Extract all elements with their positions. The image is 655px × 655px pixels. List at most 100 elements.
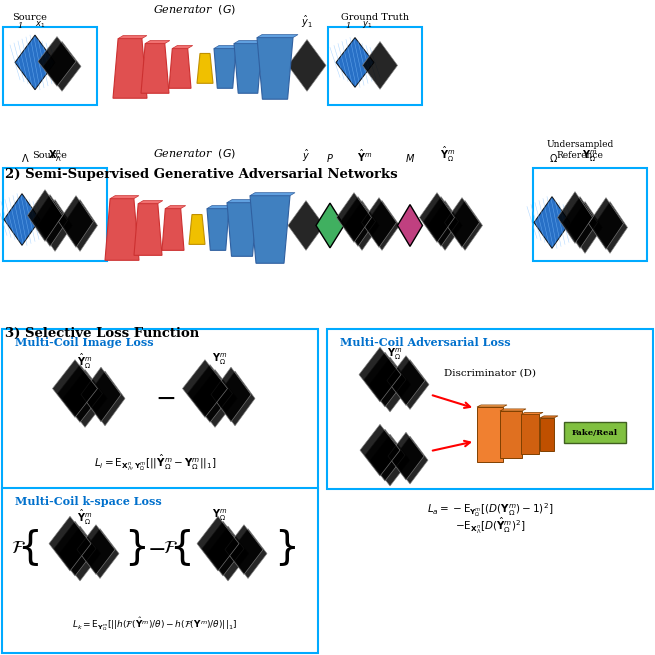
Polygon shape [588, 198, 624, 250]
FancyBboxPatch shape [564, 422, 626, 443]
Text: $L_a = -\mathrm{E}_{\mathbf{Y}_\Omega^m}[(D(\mathbf{Y}_\Omega^m)-1)^2]$: $L_a = -\mathrm{E}_{\mathbf{Y}_\Omega^m}… [427, 501, 553, 519]
Text: $\Lambda$: $\Lambda$ [21, 152, 29, 164]
Text: Multi-Coil Image Loss: Multi-Coil Image Loss [15, 337, 154, 348]
Text: $\{$: $\{$ [169, 527, 191, 568]
Polygon shape [447, 200, 483, 250]
Polygon shape [359, 347, 401, 402]
Polygon shape [364, 352, 406, 407]
Polygon shape [43, 41, 81, 91]
Text: Multi-Coil Adversarial Loss: Multi-Coil Adversarial Loss [340, 337, 511, 348]
Polygon shape [118, 35, 147, 39]
Text: $\mathbf{Y}_\Omega^m$: $\mathbf{Y}_\Omega^m$ [212, 508, 228, 523]
Text: $\hat{\mathbf{Y}}_\Omega^m$: $\hat{\mathbf{Y}}_\Omega^m$ [440, 145, 456, 164]
Polygon shape [81, 529, 119, 578]
Polygon shape [77, 525, 115, 574]
Polygon shape [362, 198, 396, 248]
FancyBboxPatch shape [328, 27, 422, 105]
Text: $P$: $P$ [326, 152, 334, 164]
Polygon shape [81, 367, 121, 422]
Text: Generator  $(G)$: Generator $(G)$ [153, 147, 236, 160]
Polygon shape [257, 37, 293, 99]
Polygon shape [58, 196, 94, 248]
Text: $\}$: $\}$ [124, 527, 146, 568]
Polygon shape [138, 200, 163, 204]
Polygon shape [227, 200, 262, 202]
Polygon shape [187, 365, 233, 422]
Text: 1: 1 [17, 22, 23, 29]
Polygon shape [52, 360, 98, 417]
Polygon shape [134, 204, 162, 255]
Polygon shape [58, 365, 102, 422]
Polygon shape [500, 409, 526, 411]
Text: Multi-Coil k-space Loss: Multi-Coil k-space Loss [15, 496, 162, 507]
Text: $\Omega$: $\Omega$ [548, 152, 557, 164]
Polygon shape [257, 35, 298, 37]
FancyBboxPatch shape [500, 411, 522, 458]
Polygon shape [593, 202, 627, 253]
Polygon shape [365, 429, 405, 481]
Text: $\mathcal{F}$: $\mathcal{F}$ [10, 538, 26, 557]
Text: $x_1$: $x_1$ [35, 19, 45, 29]
Polygon shape [445, 198, 479, 248]
Polygon shape [162, 208, 184, 250]
Text: $L_i = \mathrm{E}_{\mathbf{X}_\Lambda^n, \mathbf{Y}_\Omega^m}[||\hat{\mathbf{Y}}: $L_i = \mathrm{E}_{\mathbf{X}_\Lambda^n,… [94, 453, 216, 473]
Polygon shape [234, 43, 262, 93]
Polygon shape [360, 424, 400, 476]
Text: $L_k = \mathrm{E}_{\mathbf{Y}_\Omega^m}[||h(\mathcal{F}(\hat{\mathbf{Y}}^m)/\the: $L_k = \mathrm{E}_{\mathbf{Y}_\Omega^m}[… [73, 615, 238, 633]
Text: Generator  $(G)$: Generator $(G)$ [153, 3, 236, 16]
Polygon shape [567, 202, 603, 253]
Polygon shape [345, 200, 379, 250]
FancyBboxPatch shape [477, 407, 503, 462]
Polygon shape [197, 516, 239, 571]
Polygon shape [388, 432, 424, 480]
Polygon shape [141, 43, 169, 93]
Polygon shape [207, 206, 234, 208]
Polygon shape [563, 196, 597, 248]
Text: $\hat{\mathbf{Y}}_\Omega^m$: $\hat{\mathbf{Y}}_\Omega^m$ [77, 352, 92, 371]
Polygon shape [207, 526, 249, 581]
Polygon shape [428, 200, 462, 250]
Polygon shape [165, 206, 186, 208]
Text: $\hat{\mathbf{Y}}_\Omega^m$: $\hat{\mathbf{Y}}_\Omega^m$ [387, 451, 403, 470]
Polygon shape [215, 371, 255, 426]
Polygon shape [557, 192, 593, 244]
Polygon shape [419, 193, 455, 242]
Polygon shape [193, 369, 238, 427]
Polygon shape [15, 35, 55, 90]
Text: Undersampled
Reference: Undersampled Reference [546, 140, 614, 160]
Polygon shape [341, 196, 375, 246]
Text: Discriminator (D): Discriminator (D) [444, 369, 536, 378]
Polygon shape [288, 200, 324, 250]
Polygon shape [227, 202, 257, 256]
Text: $\mathbf{Y}_\Omega^m$: $\mathbf{Y}_\Omega^m$ [387, 346, 403, 362]
Text: 3) Selective Loss Function: 3) Selective Loss Function [5, 327, 199, 340]
Polygon shape [113, 39, 147, 98]
Polygon shape [4, 194, 40, 246]
Polygon shape [288, 39, 326, 91]
Polygon shape [391, 360, 429, 409]
Polygon shape [37, 200, 73, 252]
Polygon shape [49, 516, 91, 571]
Polygon shape [183, 360, 227, 417]
Text: Ground Truth: Ground Truth [341, 12, 409, 22]
Text: $-$: $-$ [155, 387, 175, 410]
FancyBboxPatch shape [533, 168, 647, 261]
Text: $\hat{y}_1$: $\hat{y}_1$ [301, 13, 313, 29]
Text: $\mathbf{Y}_\Omega^m$: $\mathbf{Y}_\Omega^m$ [582, 149, 597, 164]
Polygon shape [534, 196, 570, 248]
FancyBboxPatch shape [540, 418, 554, 451]
Polygon shape [189, 215, 205, 244]
Polygon shape [424, 196, 458, 246]
FancyBboxPatch shape [2, 488, 318, 653]
Polygon shape [207, 208, 229, 250]
FancyBboxPatch shape [327, 488, 653, 653]
Polygon shape [110, 196, 139, 198]
Polygon shape [398, 204, 422, 246]
Text: $\}$: $\}$ [274, 527, 296, 568]
Text: $M$: $M$ [405, 152, 415, 164]
Polygon shape [59, 526, 101, 581]
Polygon shape [202, 521, 244, 576]
Text: $\hat{y}$: $\hat{y}$ [302, 147, 310, 164]
Text: $y_1$: $y_1$ [362, 18, 372, 29]
Polygon shape [214, 48, 236, 88]
